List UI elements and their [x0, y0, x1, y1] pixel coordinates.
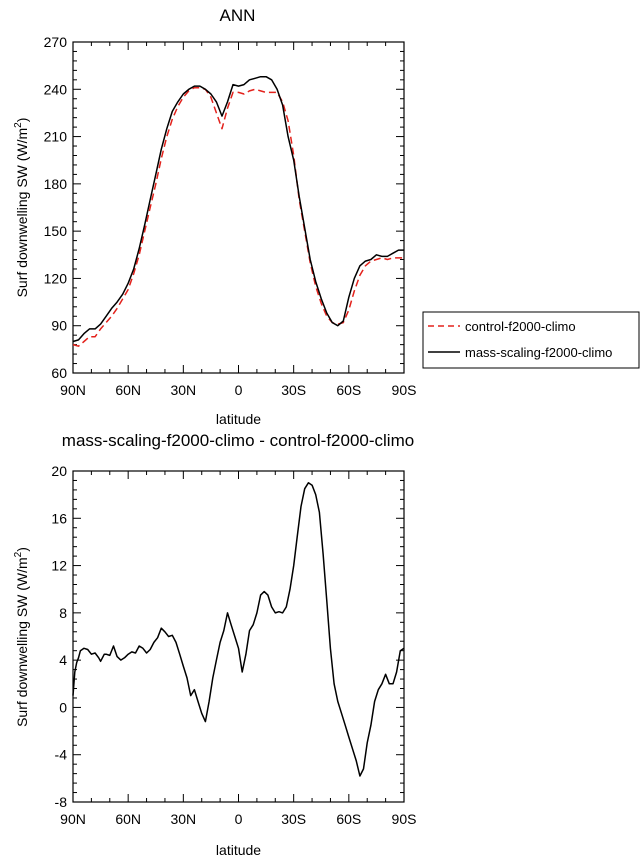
panel-2-x-tick-label: 30N [170, 811, 196, 827]
panel-1-x-tick-label: 0 [235, 382, 243, 398]
panel-1-y-axis-title-superscript: 2 [13, 122, 24, 128]
panel-1-y-tick-label: 240 [44, 81, 68, 97]
panel-1-y-tick-label: 60 [51, 365, 67, 381]
panel-1-x-tick-label: 60N [115, 382, 141, 398]
series-line-control [72, 86, 404, 347]
legend-label-mass-scaling: mass-scaling-f2000-climo [465, 345, 612, 360]
panel-1-x-tick-label: 60S [336, 382, 361, 398]
panel-2-y-axis-title-superscript: 2 [13, 551, 24, 557]
panel-1-x-tick-label: 90N [60, 382, 86, 398]
panel-1-x-tick-label: 30N [170, 382, 196, 398]
panel-2-y-axis-title-main: Surf downwelling SW (W/m [14, 557, 30, 727]
panel-2-x-tick-label: 60S [336, 811, 361, 827]
legend: control-f2000-climo mass-scaling-f2000-c… [422, 311, 640, 369]
panel-2-x-tick-label: 0 [235, 811, 243, 827]
panel-1-chart: ANN 90N 60N 30N 0 30S 60S 90S 60 90 120 150 180 210 2… [13, 6, 416, 427]
panel-1-y-axis-title-close: ) [14, 118, 30, 123]
panel-2-y-tick-label: 16 [51, 510, 67, 526]
panel-2-y-tick-label: 20 [51, 463, 67, 479]
panel-1-y-tick-label: 120 [44, 270, 68, 286]
panel-2-x-tick-label: 90N [60, 811, 86, 827]
panel-2-ticks: 90N 60N 30N 0 30S 60S 90S -8 -4 0 4 8 12 16 20 [51, 463, 416, 827]
panel-1-y-tick-label: 270 [44, 34, 68, 50]
panel-2-y-axis-title: Surf downwelling SW (W/m2) [13, 547, 30, 727]
legend-label-control: control-f2000-climo [465, 319, 576, 334]
panel-2-y-tick-label: -4 [55, 747, 68, 763]
legend-box [422, 311, 640, 369]
panel-1-lines [72, 75, 404, 347]
panel-2-x-tick-label: 30S [281, 811, 306, 827]
panel-1-y-tick-label: 210 [44, 129, 68, 145]
panel-2-lines [72, 482, 405, 777]
series-line-difference [72, 482, 405, 777]
panel-2-y-tick-label: -8 [55, 794, 68, 810]
panel-2-y-tick-label: 4 [59, 652, 67, 668]
panel-1-y-axis-title: Surf downwelling SW (W/m2) [13, 118, 30, 298]
panel-2-chart: mass-scaling-f2000-climo - control-f2000… [13, 431, 416, 858]
panel-1-y-tick-label: 90 [51, 318, 67, 334]
panel-1-title: ANN [220, 6, 256, 25]
series-line-mass-scaling [72, 75, 404, 343]
panel-2-y-axis-title-close: ) [14, 547, 30, 552]
panel-2-x-tick-label: 60N [115, 811, 141, 827]
panel-1-x-axis-title: latitude [216, 411, 261, 427]
panel-1-y-tick-label: 150 [44, 223, 68, 239]
panel-1-y-axis-title-main: Surf downwelling SW (W/m [14, 128, 30, 298]
panel-2-y-tick-label: 12 [51, 558, 67, 574]
panel-2-title: mass-scaling-f2000-climo - control-f2000… [62, 431, 414, 450]
panel-2-y-tick-label: 8 [59, 605, 67, 621]
panel-2-x-axis-title: latitude [216, 842, 261, 858]
panel-2-y-tick-label: 0 [59, 699, 67, 715]
panel-1-x-tick-label: 30S [281, 382, 306, 398]
panel-1-y-tick-label: 180 [44, 176, 68, 192]
panel-1-ticks: 90N 60N 30N 0 30S 60S 90S 60 90 120 150 180 210 240 27… [44, 34, 417, 398]
panel-2-x-tick-label: 90S [392, 811, 417, 827]
panel-1-x-tick-label: 90S [392, 382, 417, 398]
